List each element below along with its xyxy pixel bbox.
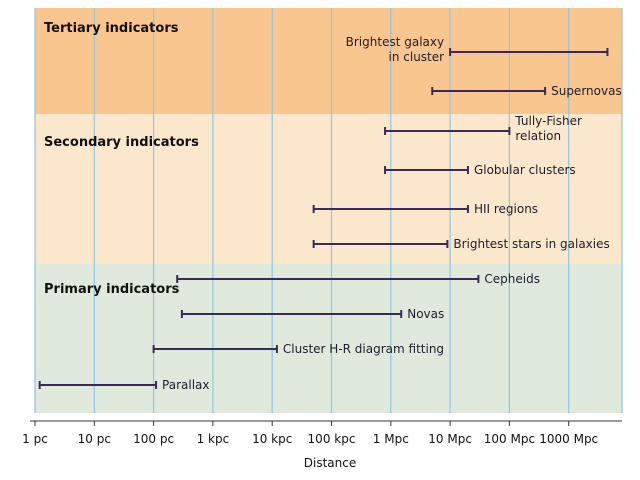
band-title-secondary: Secondary indicators: [44, 135, 199, 150]
range-hii-regions: HII regions: [312, 202, 538, 216]
range-label-brightest-galaxy-in-cluster-line-2: in cluster: [389, 50, 445, 64]
range-supernovas: Supernovas: [431, 84, 622, 98]
band-backgrounds: [35, 8, 622, 413]
band-title-tertiary: Tertiary indicators: [44, 21, 179, 36]
range-novas: Novas: [180, 307, 444, 321]
x-tick-label-10-mpc: 10 Mpc: [428, 432, 472, 446]
x-tick-label-100-mpc: 100 Mpc: [484, 432, 535, 446]
range-label-cluster-h-r-diagram-fitting: Cluster H-R diagram fitting: [283, 342, 444, 356]
range-label-parallax: Parallax: [162, 378, 209, 392]
x-tick-label-1000-mpc: 1000 Mpc: [539, 432, 598, 446]
range-brightest-stars-in-galaxies: Brightest stars in galaxies: [312, 237, 610, 251]
range-parallax: Parallax: [38, 378, 210, 392]
range-label-cepheids: Cepheids: [484, 272, 540, 286]
range-label-tully-fisher-relation-line-2: relation: [515, 129, 561, 143]
x-tick-label-10-kpc: 10 kpc: [252, 432, 292, 446]
range-cepheids: Cepheids: [176, 272, 540, 286]
range-globular-clusters: Globular clusters: [384, 163, 576, 177]
x-tick-label-1-kpc: 1 kpc: [197, 432, 230, 446]
band-bg-primary-indicators: [35, 264, 622, 413]
range-label-novas: Novas: [407, 307, 444, 321]
band-title-primary: Primary indicators: [44, 282, 180, 297]
x-tick-label-10-pc: 10 pc: [78, 432, 111, 446]
x-tick-label-100-pc: 100 pc: [133, 432, 174, 446]
x-tick-label-1-mpc: 1 Mpc: [373, 432, 409, 446]
range-label-hii-regions: HII regions: [474, 202, 538, 216]
x-axis-title: Distance: [304, 456, 356, 470]
x-tick-label-1-pc: 1 pc: [22, 432, 48, 446]
range-label-tully-fisher-relation-line-1: Tully-Fisher: [514, 114, 582, 128]
x-axis: 1 pc 10 pc 100 pc 1 kpc 10 kpc 100 kpc 1 Mpc 10…: [22, 420, 622, 446]
range-label-brightest-stars-in-galaxies: Brightest stars in galaxies: [453, 237, 609, 251]
range-cluster-h-r-diagram-fitting: Cluster H-R diagram fitting: [152, 342, 444, 356]
band-bg-secondary-indicators: [35, 114, 622, 264]
band-titles: Tertiary indicators Secondary indicators…: [44, 21, 199, 297]
range-label-brightest-galaxy-in-cluster-line-1: Brightest galaxy: [346, 35, 444, 49]
range-label-supernovas: Supernovas: [551, 84, 622, 98]
grid-lines: [34, 8, 623, 413]
range-label-globular-clusters: Globular clusters: [474, 163, 576, 177]
x-tick-label-100-kpc: 100 kpc: [308, 432, 356, 446]
band-bg-tertiary-indicators: [35, 8, 622, 114]
